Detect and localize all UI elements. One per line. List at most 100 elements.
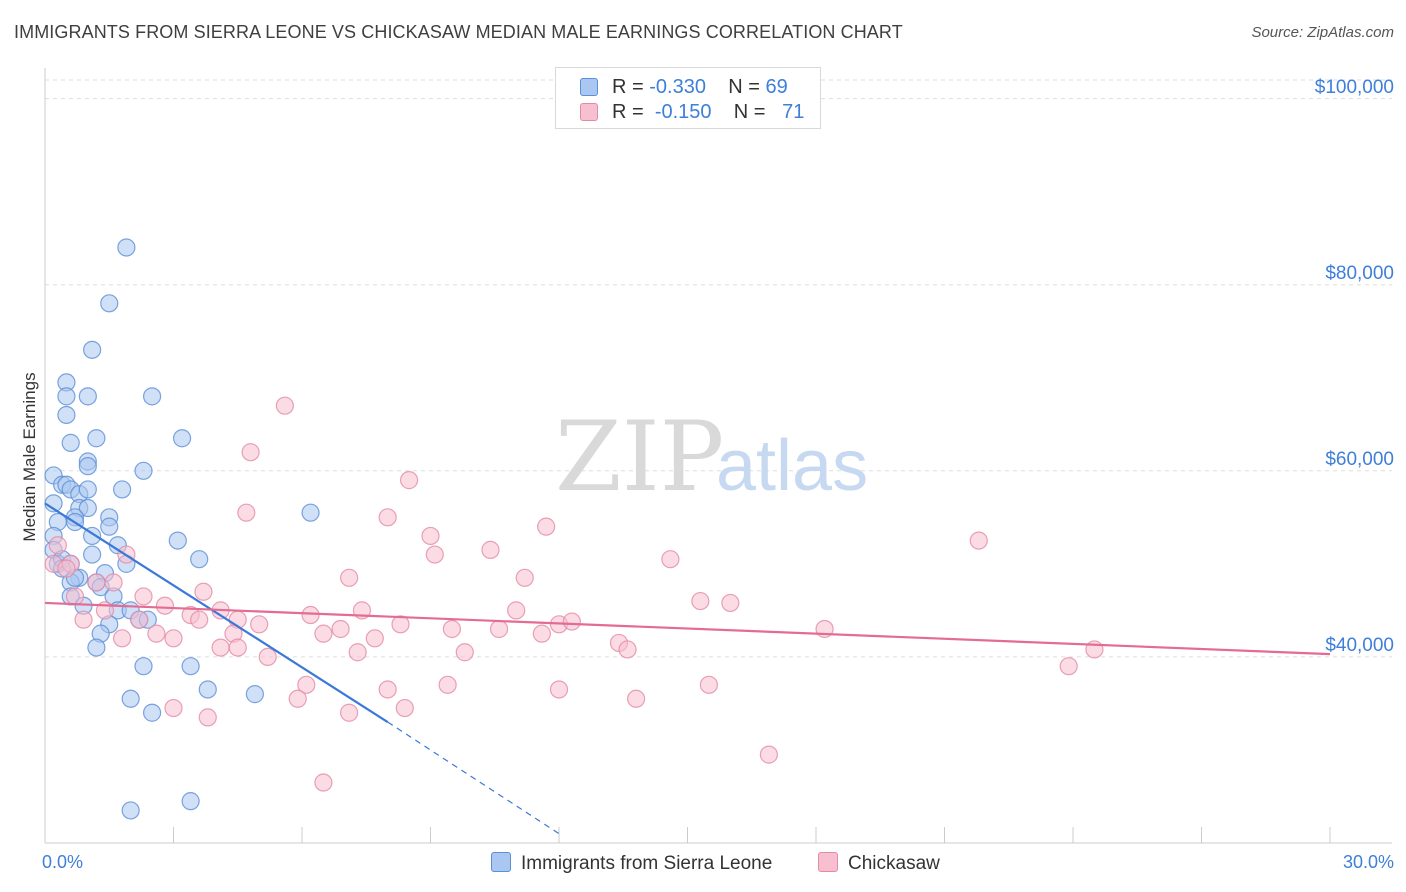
legend-series-name: Chickasaw (848, 853, 940, 874)
point-sierra-leone (78, 457, 97, 476)
legend-r-value: -0.330 (649, 76, 706, 98)
point-chickasaw (626, 689, 646, 708)
point-chickasaw (74, 610, 93, 629)
point-sierra-leone (168, 531, 187, 550)
legend-swatch-pink (818, 852, 838, 872)
point-chickasaw (455, 643, 474, 662)
point-chickasaw (391, 615, 410, 634)
point-chickasaw (237, 503, 256, 522)
point-chickasaw (288, 689, 307, 708)
point-sierra-leone (121, 801, 140, 820)
series-legend-sierra-leone[interactable]: Immigrants from Sierra Leone (491, 852, 772, 875)
point-sierra-leone (198, 680, 217, 699)
point-chickasaw (314, 773, 333, 792)
points-layer (44, 238, 1104, 820)
point-chickasaw (691, 591, 710, 611)
point-chickasaw (130, 610, 149, 629)
point-chickasaw (699, 675, 719, 694)
chart-title: IMMIGRANTS FROM SIERRA LEONE VS CHICKASA… (14, 22, 903, 42)
point-sierra-leone (142, 703, 162, 722)
point-sierra-leone (301, 503, 320, 522)
point-chickasaw (104, 573, 123, 592)
point-sierra-leone (172, 429, 192, 448)
point-chickasaw (331, 619, 350, 639)
point-chickasaw (549, 680, 569, 699)
point-sierra-leone (83, 340, 102, 359)
watermark-zip: ZIP (555, 401, 724, 513)
point-sierra-leone (181, 657, 200, 676)
point-sierra-leone (78, 498, 97, 518)
point-chickasaw (507, 601, 526, 620)
point-chickasaw (87, 573, 106, 592)
y-tick-label: $80,000 (1325, 262, 1394, 284)
y-axis-label: Median Male Earnings (20, 372, 39, 542)
legend-r-label: R = (612, 76, 644, 98)
point-sierra-leone (100, 294, 119, 313)
point-chickasaw (65, 587, 85, 606)
legend-n-label: N = (728, 76, 760, 98)
source-credit: Source: ZipAtlas.com (1251, 24, 1394, 41)
point-chickasaw (1059, 657, 1078, 676)
trend-line-sierra-leone-extension (387, 721, 560, 835)
point-chickasaw (532, 624, 551, 643)
point-chickasaw (241, 443, 260, 462)
point-sierra-leone (61, 433, 80, 452)
axis-layer (44, 68, 1392, 844)
point-chickasaw (515, 568, 534, 587)
point-chickasaw (275, 396, 294, 415)
point-chickasaw (228, 638, 247, 657)
point-sierra-leone (117, 238, 136, 257)
legend-swatch-pink (580, 103, 598, 121)
point-sierra-leone (112, 480, 132, 499)
point-sierra-leone (134, 461, 153, 480)
point-chickasaw (759, 745, 778, 764)
grid-layer (45, 79, 1392, 658)
point-chickasaw (481, 540, 500, 559)
point-chickasaw (340, 703, 359, 722)
point-sierra-leone (57, 387, 76, 406)
legend-n-value: 71 (782, 101, 805, 123)
x-tick-label-min: 0.0% (42, 852, 84, 872)
y-tick-label: $40,000 (1325, 634, 1394, 656)
point-sierra-leone (245, 685, 264, 704)
point-chickasaw (618, 640, 637, 659)
point-chickasaw (48, 536, 67, 555)
point-chickasaw (348, 643, 367, 662)
point-sierra-leone (142, 387, 162, 406)
point-chickasaw (442, 619, 462, 639)
point-chickasaw (562, 612, 581, 631)
legend-r-value: -0.150 (654, 101, 712, 123)
point-sierra-leone (78, 480, 97, 499)
point-chickasaw (314, 624, 333, 643)
legend-n-value: 69 (765, 76, 788, 98)
point-chickasaw (721, 593, 740, 613)
point-chickasaw (661, 550, 680, 569)
point-chickasaw (194, 582, 213, 601)
legend-n-label: N = (733, 101, 766, 123)
series-legend-chickasaw[interactable]: Chickasaw (818, 852, 940, 875)
point-chickasaw (155, 596, 175, 615)
point-chickasaw (425, 545, 444, 564)
y-tick-label: $100,000 (1314, 76, 1394, 98)
legend-r-label: R = (612, 101, 644, 123)
point-sierra-leone (57, 405, 76, 425)
point-chickasaw (301, 605, 320, 625)
point-chickasaw (250, 615, 269, 634)
point-chickasaw (340, 568, 359, 587)
point-chickasaw (164, 698, 183, 718)
trend-line-sierra-leone (44, 502, 389, 723)
point-chickasaw (297, 675, 316, 694)
point-sierra-leone (190, 550, 209, 569)
point-chickasaw (190, 610, 209, 629)
point-sierra-leone (83, 545, 102, 564)
point-sierra-leone (87, 429, 106, 448)
x-tick-label-max: 30.0% (1342, 852, 1394, 872)
point-sierra-leone (100, 517, 119, 536)
point-chickasaw (134, 587, 153, 606)
y-tick-label: $60,000 (1325, 448, 1394, 470)
legend-series-name: Immigrants from Sierra Leone (521, 853, 773, 874)
point-chickasaw (57, 559, 76, 578)
trend-line-chickasaw (44, 601, 1331, 656)
legend-swatch-blue (491, 852, 511, 872)
